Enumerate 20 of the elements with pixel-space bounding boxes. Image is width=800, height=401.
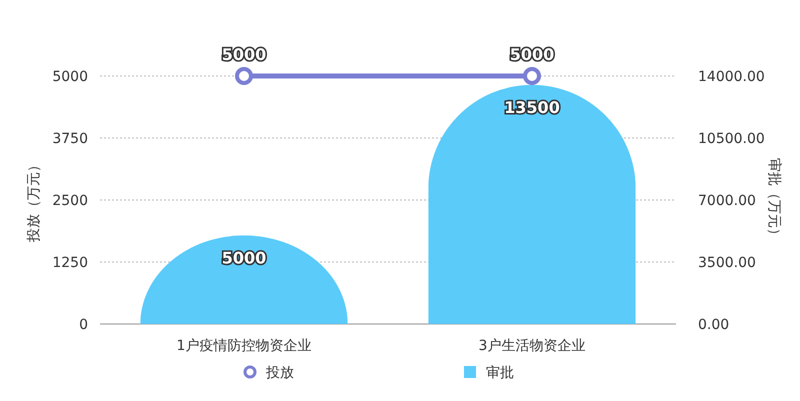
data-label: 5000	[222, 248, 266, 268]
y2-axis-title: 审批（万元）	[766, 158, 782, 242]
data-label: 5000	[222, 45, 266, 64]
legend-label: 投放	[265, 365, 294, 381]
y2-tick-label: 3500.00	[698, 255, 756, 271]
x-tick-label: 3户生活物资企业	[478, 338, 586, 354]
data-label: 5000	[510, 45, 554, 64]
data-label: 13500	[504, 98, 560, 117]
y-tick-label: 3750	[52, 131, 88, 147]
y2-tick-label: 10500.00	[698, 131, 765, 147]
y2-tick-label: 14000.00	[698, 69, 765, 85]
y2-tick-label: 7000.00	[698, 193, 756, 209]
y-tick-label: 1250	[52, 255, 88, 271]
y-tick-label: 0	[79, 317, 88, 333]
x-tick-label: 1户疫情防控物资企业	[176, 338, 312, 354]
y2-tick-label: 0.00	[698, 317, 730, 333]
y-axis-title: 投放（万元）	[26, 158, 42, 243]
y-tick-label: 5000	[52, 69, 88, 85]
legend-label: 审批	[486, 365, 514, 381]
y-tick-label: 2500	[52, 193, 88, 209]
